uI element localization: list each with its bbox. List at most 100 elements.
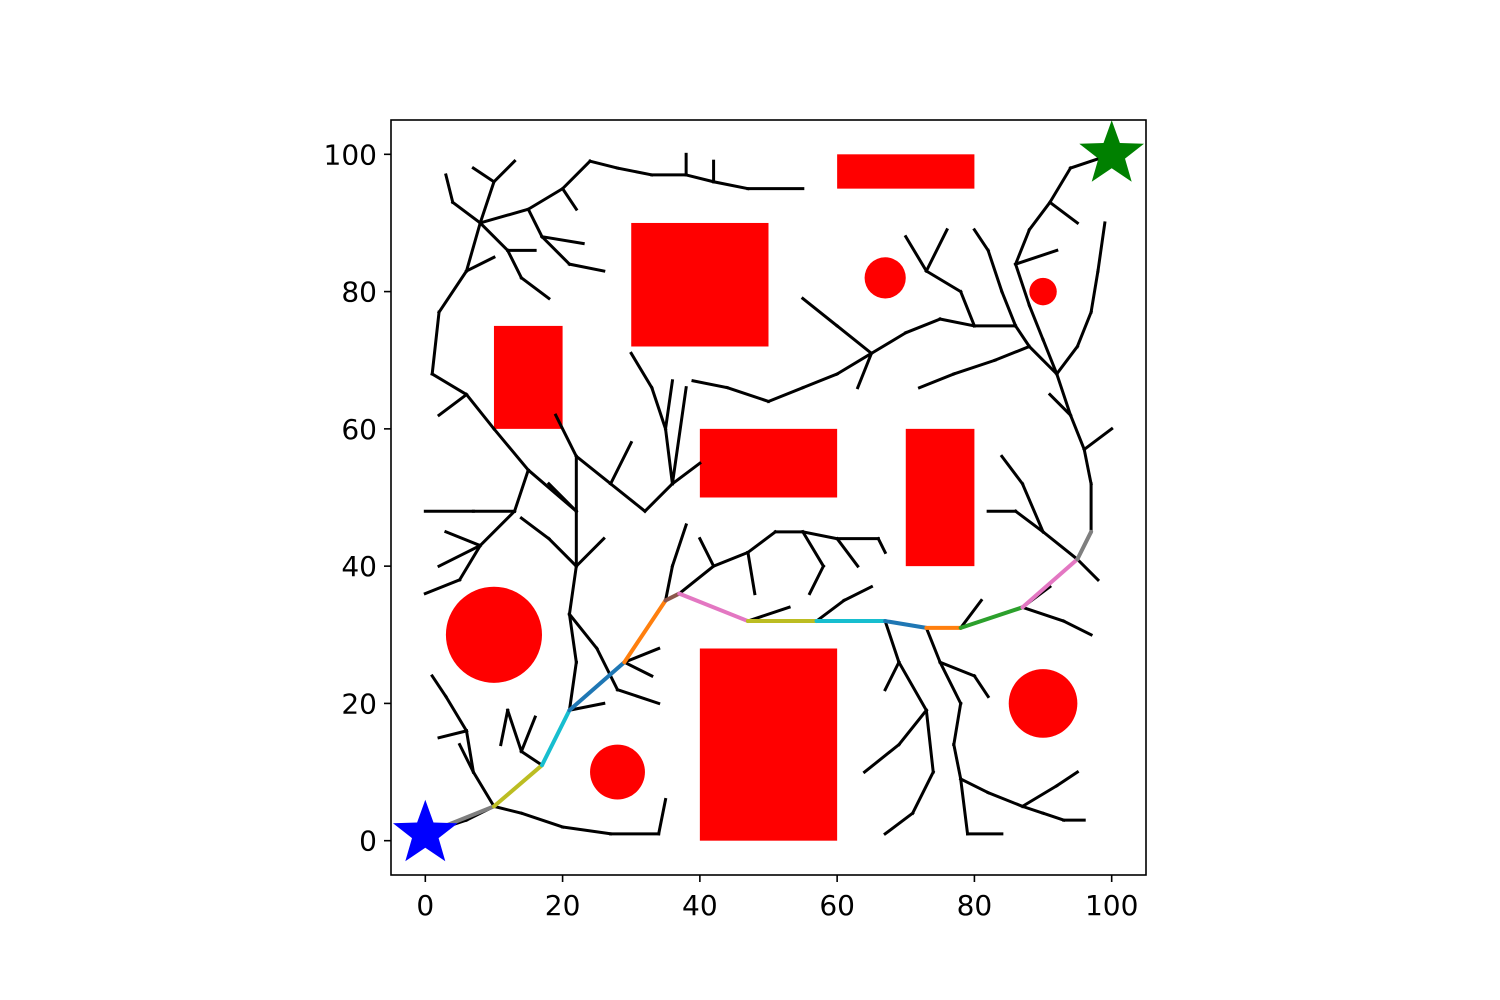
tree-edge-131 — [1013, 509, 1046, 534]
tree-edge-3 — [464, 729, 476, 774]
tree-edge-55 — [430, 371, 469, 397]
tree-edge-176 — [1013, 248, 1059, 267]
tree-edge-88 — [711, 550, 750, 569]
tree-edge-18 — [567, 612, 579, 664]
x-tick-label: 80 — [957, 889, 993, 922]
obstacle-circle-2 — [864, 257, 906, 299]
obstacle-rect-3 — [699, 428, 838, 498]
tree-edge-173 — [1027, 200, 1053, 232]
tree-edge-137 — [1068, 413, 1087, 452]
tree-edge-145 — [835, 351, 874, 377]
plot-area — [393, 120, 1144, 862]
tree-edge-91 — [801, 530, 839, 541]
tree-edge-103 — [883, 660, 901, 692]
tree-edge-87 — [677, 564, 716, 596]
tree-edge-86 — [670, 523, 689, 569]
tree-edge-78 — [539, 234, 572, 267]
tree-edge-114 — [959, 777, 970, 836]
tree-edge-45 — [622, 660, 654, 678]
tree-edge-143 — [903, 317, 943, 335]
tree-edge-96 — [807, 564, 826, 596]
x-tick-label: 100 — [1085, 889, 1138, 922]
tree-edge-64 — [478, 207, 531, 225]
tree-edge-159 — [972, 227, 991, 253]
tree-edge-33 — [608, 440, 634, 486]
path-segment-3 — [567, 660, 627, 713]
path-segment-5 — [663, 591, 682, 603]
tree-edge-121 — [1020, 783, 1059, 809]
tree-edge-117 — [986, 790, 1025, 809]
tree-edge-136 — [1082, 447, 1093, 486]
tree-edge-105 — [924, 708, 935, 774]
x-tick-label: 60 — [819, 889, 855, 922]
obstacle-circle-0 — [445, 586, 542, 683]
tree-edge-99 — [746, 605, 791, 623]
tree-edge-118 — [1020, 804, 1045, 816]
path-segment-9 — [883, 619, 929, 630]
path-segment-2 — [540, 708, 572, 768]
tree-edge-155 — [903, 234, 929, 274]
tree-edge-146 — [800, 372, 840, 390]
tree-edge-156 — [924, 227, 949, 274]
tree-edge-147 — [766, 385, 805, 404]
obstacle-rect-4 — [905, 428, 975, 567]
tree-edge-85 — [663, 564, 675, 603]
tree-edge-165 — [1082, 426, 1114, 452]
tree-edge-126 — [1020, 605, 1066, 623]
tree-edge-49 — [519, 515, 551, 541]
tree-edge-42 — [567, 612, 600, 651]
obstacle-circle-1 — [590, 744, 645, 800]
tree-edge-39 — [629, 351, 654, 390]
tree-edge-167 — [951, 358, 997, 376]
y-tick-label: 20 — [341, 687, 377, 720]
tree-edge-163 — [1096, 221, 1107, 273]
tree-edge-71 — [711, 180, 750, 191]
tree-edge-32 — [574, 454, 613, 486]
tree-edge-30 — [443, 529, 483, 548]
planned-path — [423, 529, 1094, 836]
rrt-tree — [423, 152, 1114, 836]
tree-edge-150 — [835, 323, 874, 356]
tree-edge-164 — [1047, 392, 1073, 418]
tree-edge-84 — [464, 255, 496, 274]
tree-edge-66 — [560, 159, 593, 191]
tree-edge-31 — [574, 536, 606, 569]
tree-edge-113 — [952, 742, 963, 781]
tree-edge-98 — [835, 536, 860, 569]
tree-edge-100 — [814, 598, 847, 624]
tree-edge-52 — [423, 577, 462, 596]
tree-edge-79 — [567, 262, 606, 273]
tree-edge-106 — [910, 770, 936, 816]
tree-edge-48 — [546, 536, 579, 569]
tree-edge-14 — [505, 708, 524, 754]
path-segment-13 — [1075, 529, 1094, 562]
tree-edge-16 — [519, 715, 538, 754]
tree-edge-110 — [924, 625, 943, 665]
obstacle-rect-2 — [837, 154, 975, 189]
tree-edge-60 — [491, 159, 517, 184]
y-tick-label: 0 — [359, 825, 377, 858]
path-segment-6 — [677, 591, 750, 624]
tree-edge-172 — [1013, 227, 1032, 267]
tree-edge-138 — [1054, 372, 1073, 418]
obstacle-circle-3 — [1029, 277, 1057, 306]
tree-edge-37 — [663, 427, 675, 486]
tree-edge-151 — [800, 296, 840, 329]
tree-edge-111 — [938, 660, 963, 706]
tree-edge-82 — [519, 275, 551, 301]
tree-edge-166 — [993, 344, 1032, 363]
tree-edge-148 — [725, 385, 771, 404]
y-tick-label: 80 — [341, 276, 377, 309]
tree-edge-157 — [999, 289, 1018, 328]
tree-edge-171 — [1013, 262, 1032, 308]
tree-edge-174 — [1047, 165, 1073, 205]
tree-edge-17 — [567, 660, 579, 712]
y-tick-label: 100 — [324, 138, 377, 171]
tree-edge-19 — [567, 564, 579, 616]
tree-edge-40 — [663, 379, 675, 431]
tree-edge-29 — [437, 543, 483, 569]
x-axis-ticks: 0 20 40 60 80 100 — [416, 875, 1138, 922]
tree-edge-12 — [656, 797, 668, 836]
tree-edge-25 — [512, 468, 531, 514]
